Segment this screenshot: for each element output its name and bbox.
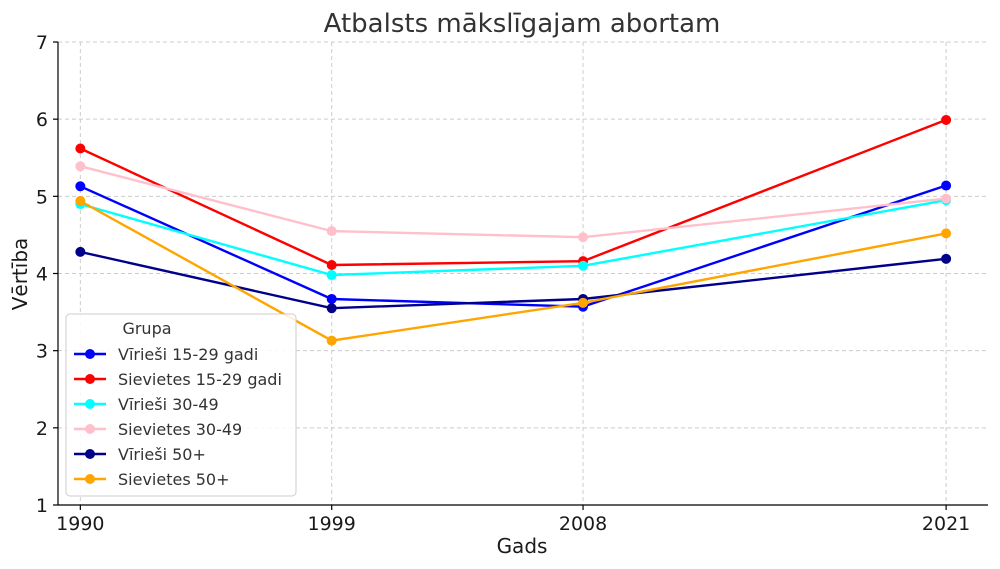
- data-point: [75, 181, 86, 192]
- data-point: [941, 180, 952, 191]
- legend-item: Sievietes 30-49: [74, 420, 242, 439]
- series-line: [80, 250, 947, 310]
- data-point: [326, 226, 337, 237]
- legend-swatch-marker: [85, 449, 95, 459]
- legend-item: Sievietes 15-29 gadi: [74, 370, 282, 389]
- series-group: [75, 114, 952, 346]
- legend-item: Vīrieši 15-29 gadi: [74, 345, 258, 364]
- data-point: [326, 335, 337, 346]
- legend-label: Vīrieši 15-29 gadi: [118, 345, 258, 364]
- data-point: [578, 297, 589, 308]
- legend-label: Sievietes 15-29 gadi: [118, 370, 282, 389]
- series-line: [80, 165, 947, 239]
- data-point: [941, 114, 952, 125]
- data-point: [326, 293, 337, 304]
- y-tick-label: 6: [36, 109, 48, 131]
- legend-swatch-marker: [85, 474, 95, 484]
- x-tick-label: 2021: [922, 513, 970, 535]
- legend-title: Grupa: [122, 319, 171, 338]
- legend-swatch-marker: [85, 349, 95, 359]
- y-axis-ticks: 1 2 3 4 5 6 7: [36, 32, 58, 517]
- x-tick-label: 1999: [308, 513, 356, 535]
- data-point: [75, 246, 86, 257]
- series-6: [75, 195, 952, 346]
- data-point: [578, 260, 589, 271]
- y-tick-label: 2: [36, 418, 48, 440]
- data-point: [326, 270, 337, 281]
- y-tick-label: 7: [36, 32, 48, 54]
- y-tick-label: 3: [36, 341, 48, 363]
- series-line: [79, 184, 947, 308]
- data-point: [941, 193, 952, 204]
- x-tick-label: 1990: [56, 513, 104, 535]
- legend-item: Vīrieši 50+: [74, 445, 206, 464]
- legend-label: Sievietes 50+: [118, 470, 230, 489]
- legend-swatch-marker: [85, 399, 95, 409]
- series-1: [75, 180, 952, 312]
- legend-item: Sievietes 50+: [74, 470, 230, 489]
- legend-label: Vīrieši 50+: [118, 445, 206, 464]
- series-2: [75, 114, 952, 271]
- x-axis-label: Gads: [497, 534, 548, 558]
- legend-box: [65, 313, 297, 497]
- data-point: [75, 143, 86, 154]
- legend-swatch-marker: [85, 424, 95, 434]
- legend-item: Vīrieši 30-49: [74, 395, 219, 414]
- data-point: [75, 161, 86, 172]
- series-line: [79, 199, 947, 277]
- data-point: [941, 228, 952, 239]
- legend-swatch-marker: [85, 374, 95, 384]
- series-line: [79, 199, 947, 342]
- chart-title: Atbalsts mākslīgajam abortam: [324, 9, 721, 39]
- y-axis-label: Vērtība: [8, 238, 32, 311]
- legend: Grupa Vīrieši 15-29 gadi Sievietes 15-29 g…: [65, 313, 297, 497]
- legend-label: Sievietes 30-49: [118, 420, 242, 439]
- x-axis-ticks: 1990 1999 2008 2021: [56, 505, 970, 535]
- x-tick-label: 2008: [559, 513, 607, 535]
- legend-label: Vīrieši 30-49: [118, 395, 219, 414]
- y-tick-label: 5: [36, 186, 48, 208]
- series-line: [79, 118, 947, 267]
- data-point: [326, 303, 337, 314]
- data-point: [578, 232, 589, 243]
- data-point: [941, 253, 952, 264]
- y-tick-label: 4: [36, 264, 48, 286]
- series-4: [75, 161, 952, 243]
- data-point: [326, 260, 337, 271]
- y-tick-label: 1: [36, 495, 48, 517]
- data-point: [75, 195, 86, 206]
